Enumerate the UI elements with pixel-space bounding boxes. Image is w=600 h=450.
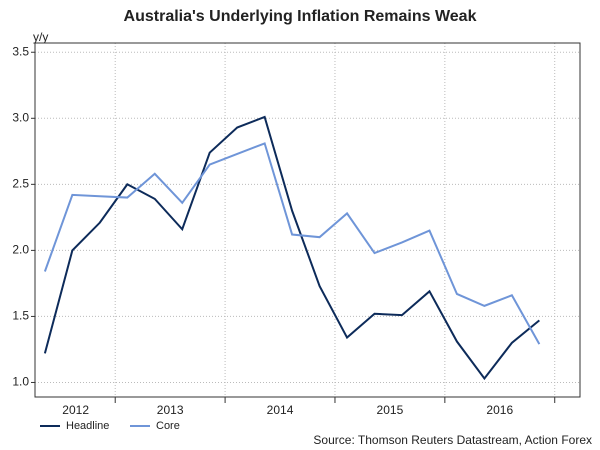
y-tick-label: 3.5 — [12, 44, 29, 58]
legend-label: Headline — [66, 420, 109, 432]
y-tick-label: 1.0 — [12, 375, 29, 389]
x-tick-label: 2016 — [486, 403, 513, 417]
y-tick-label: 2.5 — [12, 177, 29, 191]
plot-frame — [34, 42, 581, 398]
y-tick-label: 2.0 — [12, 243, 29, 257]
y-axis-label: y/y — [33, 30, 48, 44]
y-tick-label: 1.5 — [12, 309, 29, 323]
x-tick-label: 2015 — [377, 403, 404, 417]
y-tick-label: 3.0 — [12, 110, 29, 124]
chart-title: Australia's Underlying Inflation Remains… — [124, 8, 477, 25]
x-tick-label: 2012 — [62, 403, 89, 417]
legend-label: Core — [156, 420, 180, 432]
line-series — [43, 115, 540, 381]
source: Source: Thomson Reuters Datastream, Acti… — [313, 433, 592, 447]
line-series — [43, 142, 541, 345]
x-tick-label: 2013 — [157, 403, 184, 417]
x-tick-label: 2014 — [267, 403, 294, 417]
